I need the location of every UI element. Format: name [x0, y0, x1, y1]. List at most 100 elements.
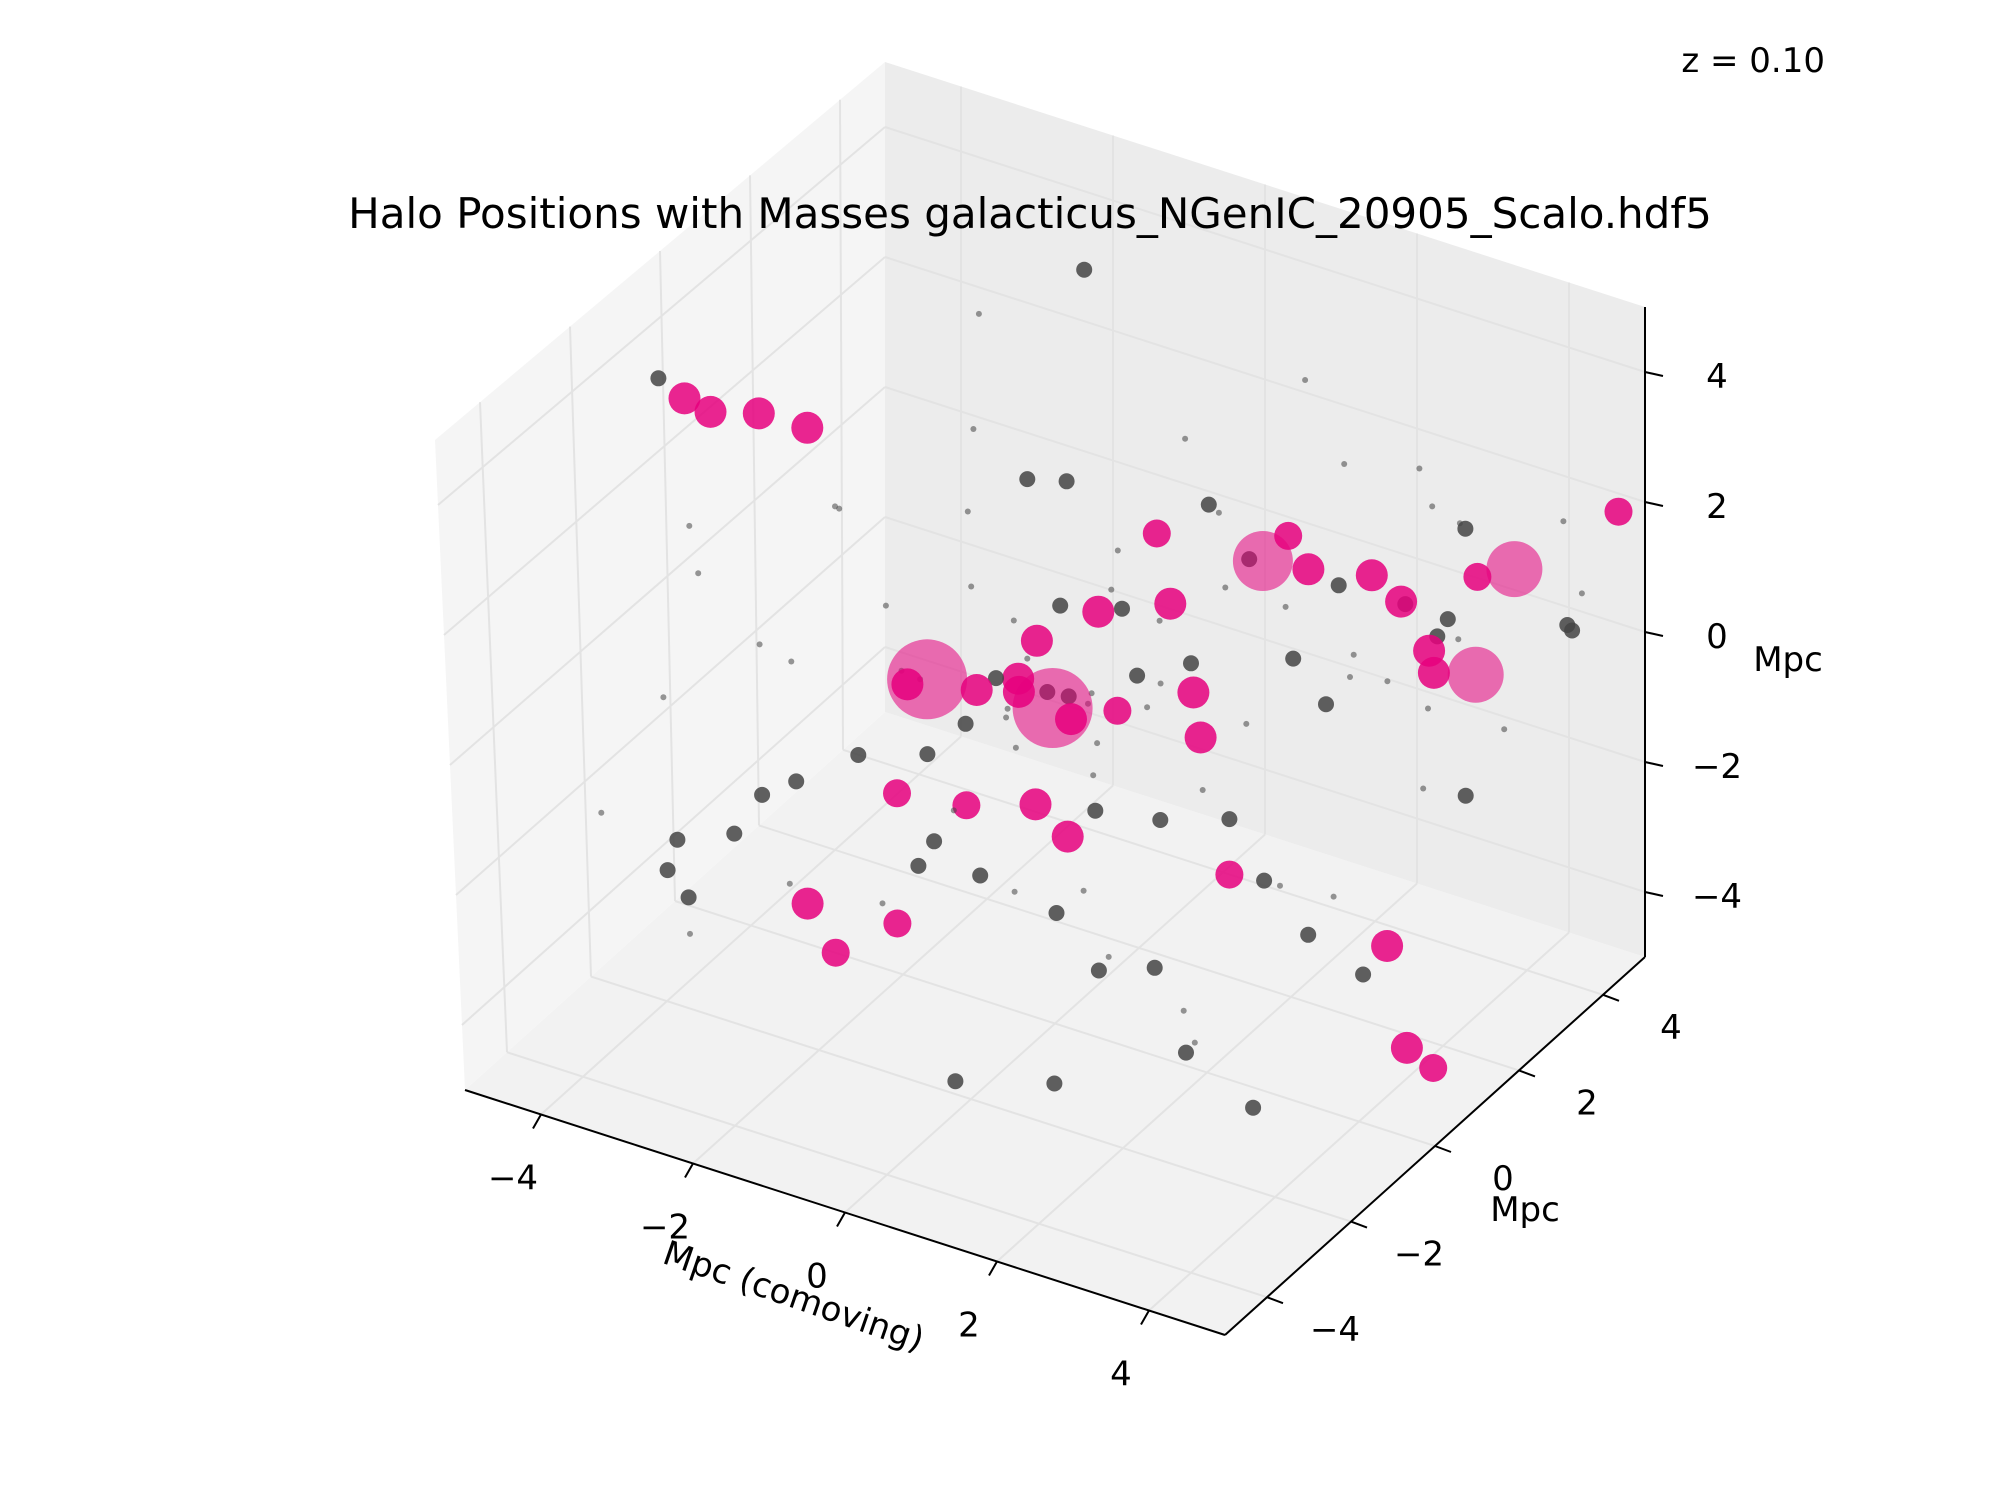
grid-line-y-bottom: [674, 900, 1436, 1147]
x-tick: [988, 1261, 998, 1276]
halo-point: [926, 833, 943, 850]
halo-point: [964, 508, 971, 515]
massive-halo-point: [1385, 585, 1418, 618]
massive-halo-point: [1020, 624, 1053, 657]
halo-point: [1200, 496, 1217, 513]
halo-point: [726, 825, 743, 842]
halo-point: [972, 867, 989, 884]
halo-point: [1012, 744, 1019, 751]
y-tick-label: 2: [1576, 1083, 1598, 1123]
x-tick-label: 2: [958, 1306, 980, 1346]
massive-halo-point: [821, 938, 850, 967]
x-tick-label: −4: [488, 1159, 538, 1199]
halo-point: [1285, 650, 1302, 667]
z-tick: [1644, 891, 1664, 897]
halo-point: [919, 746, 936, 763]
halo-point: [1420, 785, 1427, 792]
halo-point: [988, 670, 1004, 687]
halo-point: [788, 773, 805, 790]
z-tick: [1644, 761, 1664, 767]
grid-line-z-back: [884, 256, 1646, 503]
halo-point: [1578, 590, 1585, 597]
halo-point: [968, 583, 975, 590]
halo-point: [1129, 667, 1146, 684]
halo-point: [1350, 651, 1357, 658]
massive-halo-point: [887, 639, 968, 720]
massive-halo-point: [1447, 646, 1504, 703]
halo-point: [1011, 888, 1018, 895]
halo-point: [756, 641, 763, 648]
halo-point: [879, 900, 886, 907]
left-pane: [435, 62, 885, 1090]
halo-point: [659, 862, 676, 879]
massive-halo-point: [1274, 521, 1303, 550]
massive-halo-point: [1215, 860, 1244, 889]
massive-halo-point: [883, 909, 912, 938]
z-tick-label: 4: [1706, 357, 1728, 397]
x-tick-label: 4: [1110, 1355, 1132, 1395]
halo-point: [1425, 705, 1431, 712]
x-tick: [836, 1212, 846, 1227]
halo-point: [1222, 584, 1229, 591]
grid-line-z-left: [455, 516, 886, 896]
x-tick-label: 0: [806, 1257, 828, 1297]
halo-point: [1199, 787, 1206, 793]
halo-point: [1416, 465, 1423, 472]
z-tick: [1644, 501, 1664, 507]
halo-point: [1330, 893, 1337, 900]
halo-point: [910, 857, 927, 874]
y-tick: [1602, 993, 1620, 1002]
massive-halo-point: [1486, 541, 1543, 598]
y-axis-label: Mpc: [1490, 1190, 1560, 1230]
z-tick-label: 0: [1706, 617, 1728, 657]
massive-halo-point: [694, 395, 727, 428]
halo-point: [1182, 435, 1189, 442]
halo-point: [1019, 471, 1036, 488]
halo-point: [1318, 696, 1334, 713]
halo-point: [1052, 597, 1069, 614]
halo-point: [850, 747, 867, 763]
halo-point: [957, 715, 974, 732]
x-tick: [532, 1114, 542, 1129]
grid-line-z-back: [884, 516, 1646, 763]
z-tick: [1644, 631, 1664, 637]
halo-point: [669, 831, 686, 848]
massive-halo-point: [1604, 497, 1633, 526]
x-tick: [1140, 1310, 1150, 1325]
massive-halo-point: [1292, 553, 1325, 586]
halo-point: [1457, 787, 1474, 804]
grid-line-y-bottom: [758, 824, 1520, 1072]
halo-point: [1330, 577, 1347, 594]
halo-point: [1384, 678, 1391, 685]
massive-halo-point: [1154, 587, 1187, 620]
halo-point: [1559, 617, 1576, 633]
halo-point: [1080, 887, 1087, 894]
halo-point: [1191, 1039, 1198, 1046]
redshift-annotation: z = 0.10: [1681, 41, 1825, 81]
axis-lines: [464, 307, 1664, 1336]
halo-point: [1010, 617, 1017, 624]
halo-point: [1429, 503, 1436, 510]
halo-point: [1108, 586, 1115, 593]
halo-point: [1105, 953, 1112, 960]
halo-point: [1183, 655, 1199, 672]
massive-halo-point: [791, 887, 824, 920]
halo-point: [1003, 714, 1010, 721]
halo-point: [1180, 1007, 1187, 1014]
halo-point: [660, 694, 667, 701]
halo-point: [1146, 959, 1163, 976]
massive-halo-point: [1019, 788, 1052, 821]
halo-point: [1347, 674, 1353, 680]
halo-point: [1355, 966, 1372, 983]
halo-point: [1456, 520, 1463, 527]
grid-line-z-left: [437, 126, 886, 506]
halo-point: [975, 310, 982, 317]
y-tick: [1518, 1069, 1536, 1078]
halo-point: [680, 889, 697, 906]
halo-points: [598, 261, 1633, 1116]
massive-halo-point: [1463, 562, 1492, 591]
massive-halo-point: [1142, 519, 1171, 548]
massive-halo-point: [791, 411, 824, 444]
halo-point: [1256, 872, 1273, 889]
